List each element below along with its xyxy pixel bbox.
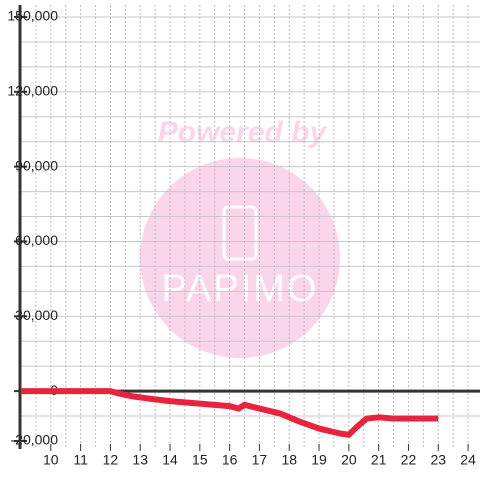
x-tick-label: 13 bbox=[132, 452, 148, 468]
x-tick-label: 14 bbox=[162, 452, 178, 468]
y-tick-label: 120,000 bbox=[7, 83, 58, 99]
y-tick-label: 90,000 bbox=[15, 157, 58, 173]
x-tick-label: 23 bbox=[430, 452, 446, 468]
y-tick-label: 60,000 bbox=[15, 232, 58, 248]
x-tick-label: 11 bbox=[73, 452, 88, 468]
x-tick-label: 16 bbox=[222, 452, 238, 468]
data-line bbox=[21, 388, 439, 438]
y-tick-label: -20,000 bbox=[11, 432, 59, 448]
x-tick-label: 20 bbox=[341, 452, 357, 468]
y-tick-label: 150,000 bbox=[7, 8, 58, 24]
x-tick-label: 17 bbox=[252, 452, 268, 468]
x-tick-label: 22 bbox=[401, 452, 417, 468]
x-tick-label: 12 bbox=[103, 452, 119, 468]
watermark-brand: PAPIMO bbox=[162, 268, 319, 310]
watermark-phone bbox=[222, 205, 258, 261]
watermark-title: Powered by bbox=[158, 116, 328, 149]
x-tick-label: 15 bbox=[192, 452, 208, 468]
watermark: Powered by PAPIMO bbox=[140, 116, 340, 358]
x-tick-label: 21 bbox=[371, 452, 387, 468]
x-tick-label: 10 bbox=[43, 452, 59, 468]
x-tick-label: 19 bbox=[311, 452, 327, 468]
y-tick-label: 30,000 bbox=[15, 307, 58, 323]
x-tick-label: 18 bbox=[281, 452, 297, 468]
x-tick-label: 24 bbox=[460, 452, 476, 468]
